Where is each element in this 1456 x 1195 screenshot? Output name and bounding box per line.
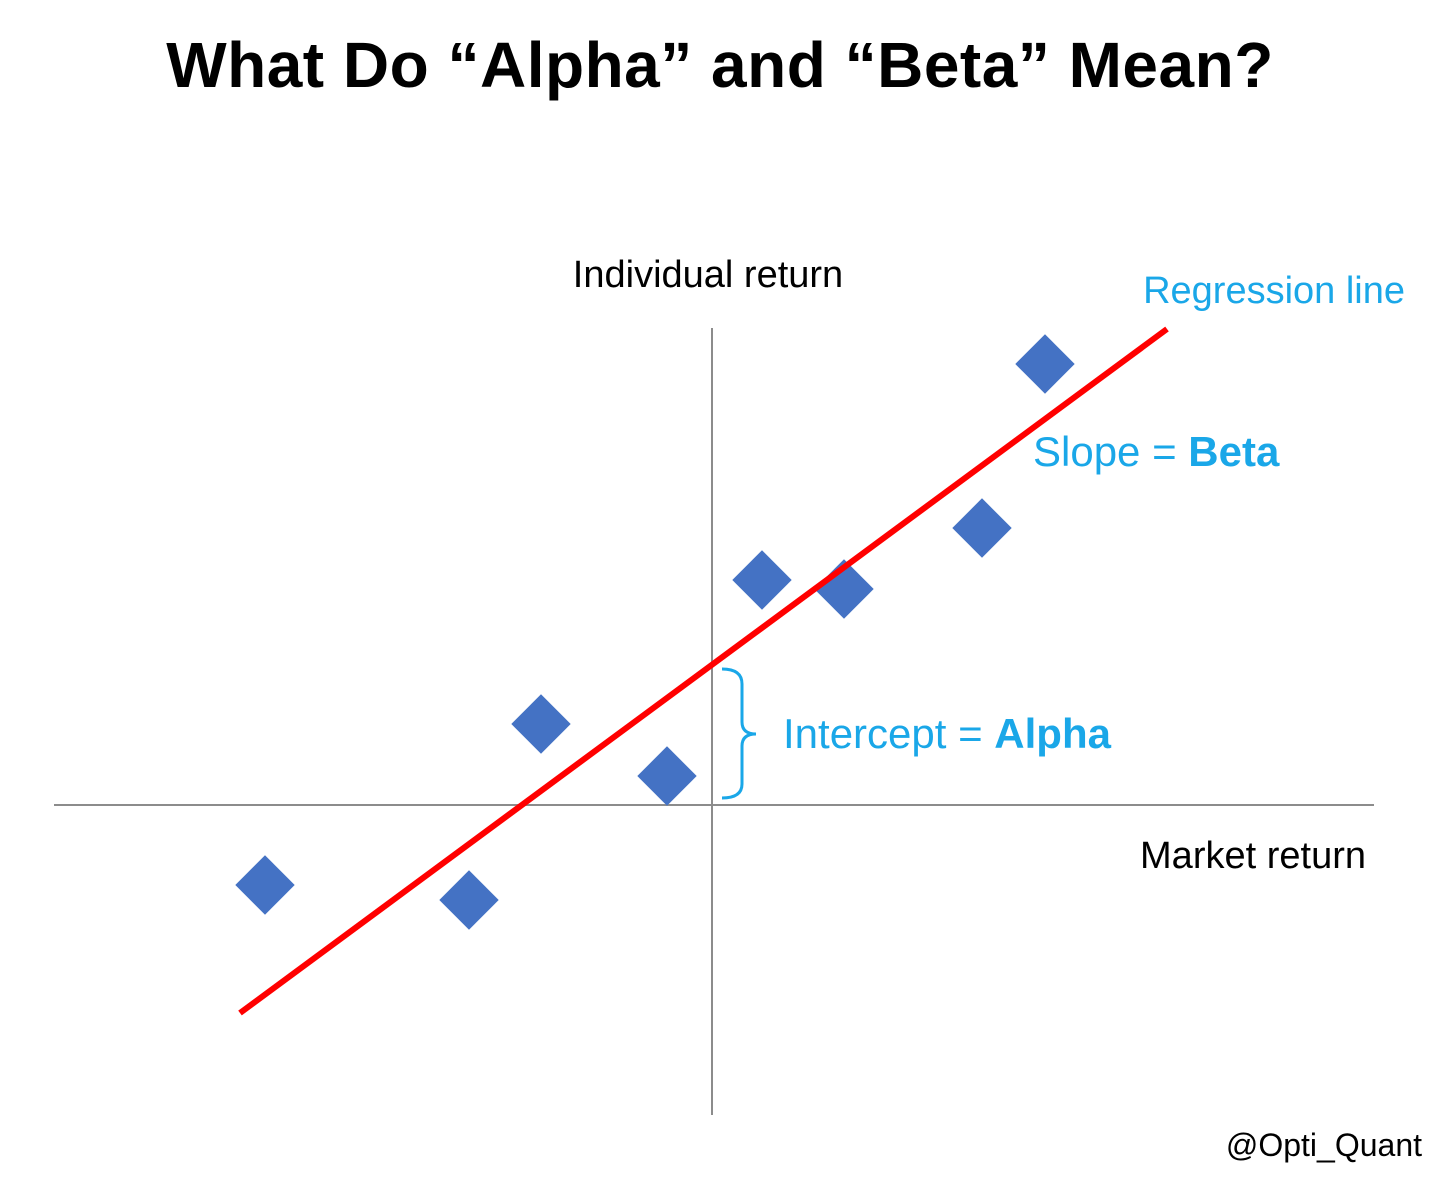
data-point (952, 498, 1012, 558)
intercept-label-prefix: Intercept = (783, 710, 994, 757)
intercept-label-bold: Alpha (994, 710, 1111, 757)
data-point (732, 550, 792, 610)
data-point (511, 694, 571, 754)
data-points (235, 334, 1075, 930)
data-point (439, 870, 499, 930)
author-credit: @Opti_Quant (1225, 1127, 1422, 1163)
slope-label-bold: Beta (1188, 428, 1280, 475)
regression-line-label: Regression line (1143, 270, 1405, 312)
slope-label: Slope = Beta (1033, 428, 1280, 475)
data-point (1015, 334, 1075, 394)
data-point (637, 746, 697, 806)
x-axis-label: Market return (1140, 835, 1366, 877)
regression-line (238, 326, 1169, 1016)
page-title: What Do “Alpha” and “Beta” Mean? (166, 29, 1274, 101)
y-axis-label: Individual return (573, 254, 843, 296)
slope-label-prefix: Slope = (1033, 428, 1188, 475)
intercept-brace (721, 667, 757, 800)
intercept-label: Intercept = Alpha (783, 710, 1112, 757)
data-point (235, 855, 295, 915)
